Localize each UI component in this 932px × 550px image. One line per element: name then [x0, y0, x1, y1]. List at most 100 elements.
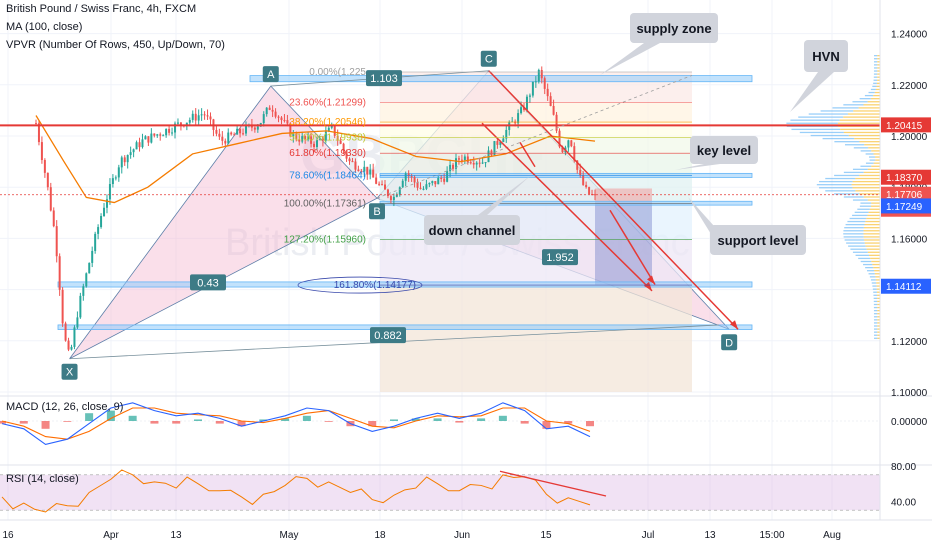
point-label-A: A: [267, 69, 275, 81]
price-tag-1: 1.18370: [886, 173, 923, 184]
candle-body-146: [466, 156, 469, 163]
vpvr-down-87: [877, 70, 880, 72]
macd-hist-22: [477, 418, 486, 421]
vpvr-up-61: [860, 150, 872, 152]
point-box-B: [368, 203, 385, 220]
candle-body-27: [114, 177, 117, 179]
candle-body-185: [582, 175, 585, 185]
candle-body-102: [336, 135, 339, 141]
vpvr-up-7: [873, 316, 878, 318]
vpvr-down-29: [866, 248, 880, 250]
vpvr-down-81: [875, 88, 880, 91]
vpvr-up-12: [873, 300, 878, 303]
candle-body-136: [437, 177, 440, 185]
callout-3: down channel: [429, 223, 516, 238]
vpvr-down-79: [873, 94, 880, 97]
candle-body-167: [528, 95, 531, 97]
candle-body-0: [35, 123, 37, 125]
channel-tick: [519, 142, 536, 168]
candle-body-48: [176, 122, 179, 124]
candle-body-75: [256, 126, 259, 130]
candle-body-165: [523, 107, 526, 110]
vpvr-legend[interactable]: VPVR (Number Of Rows, 450, Up/Down, 70): [6, 39, 225, 51]
candle-body-122: [395, 194, 398, 197]
candle-body-168: [531, 81, 534, 96]
vpvr-up-58: [869, 159, 876, 161]
vpvr-up-26: [858, 257, 871, 260]
time-tick-6: 15: [540, 530, 552, 541]
candle-body-64: [224, 140, 227, 144]
candle-body-66: [230, 132, 233, 135]
vpvr-up-73: [808, 113, 848, 115]
vpvr-down-55: [867, 168, 880, 170]
price-tag-box-1: [881, 169, 931, 185]
macd-legend[interactable]: MACD (12, 26, close, 9): [6, 401, 124, 413]
pattern-fills: [69, 70, 730, 392]
time-tick-9: 15:00: [759, 530, 784, 541]
candle-body-28: [117, 167, 120, 178]
candle-body-132: [425, 184, 428, 189]
vpvr-up-27: [855, 254, 870, 256]
candle-body-23: [103, 207, 106, 217]
point-label-D: D: [725, 337, 733, 349]
candle-body-174: [549, 96, 552, 107]
vpvr-up-20: [869, 276, 876, 278]
candle-body-32: [129, 152, 132, 156]
candle-body-135: [434, 181, 437, 185]
point-box-C: [480, 50, 497, 67]
macd-hist-13: [281, 418, 290, 421]
vpvr-down-57: [873, 162, 880, 164]
vpvr-down-48: [855, 190, 880, 192]
candle-body-128: [413, 177, 416, 183]
macd-hist-0: [0, 421, 6, 424]
vpvr-up-9: [873, 309, 878, 312]
time-tick-1: Apr: [103, 530, 119, 541]
rsi-legend[interactable]: RSI (14, close): [6, 473, 79, 485]
vpvr-down-23: [873, 266, 880, 269]
macd-hist-1: [19, 421, 28, 424]
vpvr-up-65: [822, 137, 855, 140]
candle-body-110: [360, 170, 363, 172]
vpvr-down-1: [877, 334, 880, 336]
vpvr-down-56: [871, 165, 880, 167]
candle-body-183: [576, 160, 579, 170]
candle-body-41: [156, 134, 159, 136]
candle-body-54: [194, 113, 197, 121]
price-tick-2: 1.20000: [891, 132, 928, 143]
vpvr-down-12: [877, 300, 880, 303]
fib-161-highlight: [297, 276, 423, 294]
macd-hist-4: [85, 413, 94, 421]
macd-signal-line: [1, 407, 591, 440]
price-tag-box-5: [881, 278, 931, 294]
ma-legend[interactable]: MA (100, close): [6, 21, 83, 33]
candle-body-126: [407, 173, 410, 177]
vpvr-up-3: [873, 328, 878, 330]
candle-body-175: [552, 106, 555, 115]
vpvr-up-76: [843, 104, 864, 106]
vpvr-up-63: [844, 144, 865, 146]
candle-body-163: [517, 113, 520, 124]
support-level-band: [379, 200, 753, 206]
callout-pointer-2: [675, 164, 720, 170]
vpvr-down-40: [867, 214, 880, 217]
candle-body-49: [179, 122, 182, 125]
candle-body-149: [475, 162, 478, 165]
vpvr-up-47: [834, 193, 860, 195]
vpvr-down-78: [870, 98, 880, 100]
vpvr-up-44: [860, 202, 872, 204]
candle-body-186: [585, 184, 588, 188]
vpvr-profile: [786, 55, 880, 339]
candle-body-99: [327, 127, 330, 132]
vpvr-down-51: [852, 180, 880, 183]
candle-body-80: [271, 109, 274, 112]
time-tick-10: Aug: [823, 530, 841, 541]
candle-body-44: [165, 128, 168, 136]
time-tick-5: Jun: [454, 530, 470, 541]
candle-body-121: [392, 196, 395, 201]
projection-arrow: [609, 209, 656, 285]
callout-4: support level: [718, 233, 799, 248]
ratio-box-3: [542, 249, 578, 266]
ma-line: [35, 115, 596, 204]
vpvr-down-32: [864, 239, 880, 241]
price-tick-0: 1.24000: [891, 30, 928, 41]
